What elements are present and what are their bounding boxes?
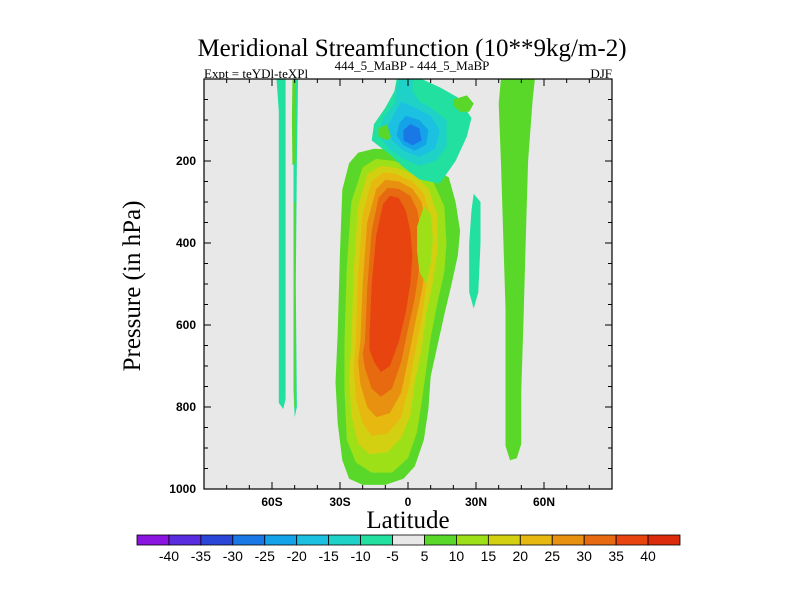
colorbar-swatch-1 [168,534,202,546]
colorbar-swatch-14 [583,534,617,546]
colorbar-swatch-6 [328,534,361,546]
y-tick-label: 200 [176,154,196,168]
contour-region-12 [294,202,296,407]
colorbar-label: -20 [287,548,307,564]
colorbar-swatch-11 [487,534,521,546]
colorbar-swatch-16 [647,534,681,546]
colorbar-swatch-7 [360,534,393,546]
x-tick-label: 60N [533,495,555,509]
chart-title: Meridional Streamfunction (10**9kg/m-2) [197,35,626,62]
colorbar-swatch-8 [392,534,425,546]
colorbar-label: -10 [350,548,370,564]
colorbar-label: 15 [481,548,497,564]
colorbar-label: -5 [386,548,399,564]
y-tick-label: 1000 [169,482,196,496]
y-tick-label: 400 [176,236,196,250]
contour-region-20 [469,193,481,309]
x-axis-label: Latitude [366,507,449,534]
colorbar-swatch-0 [136,534,170,546]
colorbar-label: 10 [449,548,465,564]
contour-fills [276,79,535,485]
y-tick-label: 600 [176,318,196,332]
contour-region-7 [417,206,433,284]
contour-region-19 [403,124,422,146]
plot-area: 60S 30S 0 30N 60N 200 400 600 800 1000 [169,78,613,509]
contour-region-15 [453,95,474,112]
colorbar: -40 -35 -30 -25 -20 -15 -10 -5 5 10 15 20 25 30 35 40 [136,534,681,564]
y-tick-label: 800 [176,400,196,414]
colorbar-label: -25 [255,548,275,564]
x-axis-ticks: 60S 30S 0 30N 60N [203,79,613,509]
colorbar-swatch-2 [200,534,234,546]
contour-region-9 [276,79,286,410]
colorbar-label: -35 [191,548,211,564]
colorbar-swatch-10 [456,534,489,546]
contour-region-6 [369,195,413,373]
colorbar-swatch-4 [264,534,298,546]
colorbar-swatch-5 [296,534,330,546]
colorbar-label: 25 [544,548,560,564]
colorbar-label: -40 [159,548,179,564]
colorbar-label: 30 [576,548,592,564]
colorbar-swatch-3 [232,534,266,546]
colorbar-label: 35 [608,548,624,564]
contour-region-8 [498,79,535,461]
x-tick-label: 60S [261,495,282,509]
x-tick-label: 30S [329,495,350,509]
experiment-label: Expt = teYDl-teXPl [204,66,308,81]
colorbar-label: -15 [319,548,339,564]
y-axis-label: Pressure (in hPa) [119,201,146,372]
colorbar-label: 40 [640,548,656,564]
colorbar-label: -30 [223,548,243,564]
colorbar-swatch-15 [615,534,649,546]
x-tick-label: 0 [405,495,412,509]
colorbar-swatch-12 [519,534,553,546]
colorbar-swatch-9 [424,534,457,546]
colorbar-label: 5 [421,548,429,564]
x-tick-label: 30N [465,495,487,509]
y-axis-ticks: 200 400 600 800 1000 [169,99,612,496]
season-label: DJF [590,66,612,81]
colorbar-label: 20 [513,548,529,564]
colorbar-swatch-13 [551,534,585,546]
contour-region-11 [291,79,296,166]
period-label: 444_5_MaBP - 444_5_MaBP [335,58,490,73]
